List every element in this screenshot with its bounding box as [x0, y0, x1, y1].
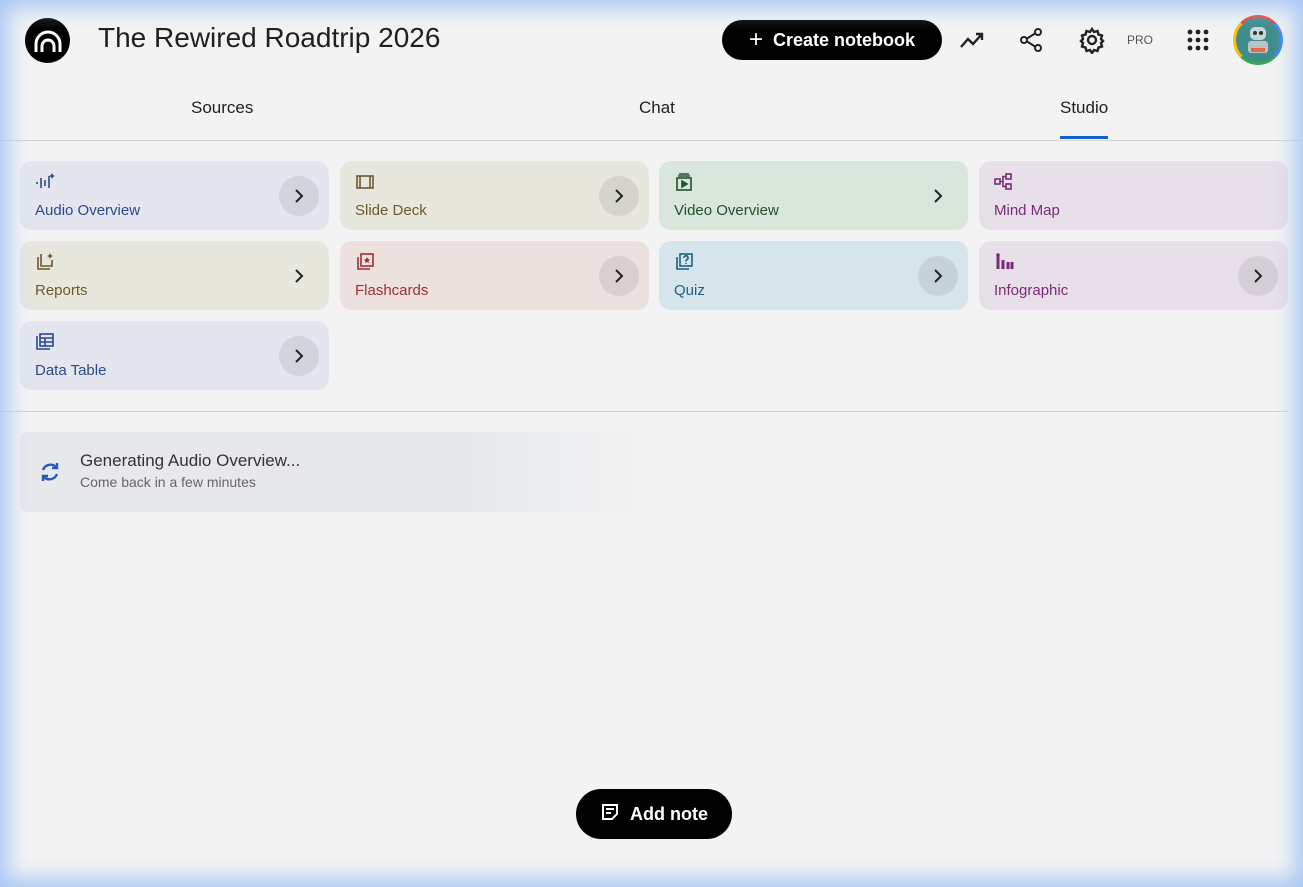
- tab-studio[interactable]: Studio: [1060, 98, 1109, 139]
- studio-card-label: Audio Overview: [35, 202, 141, 219]
- notebooklm-logo[interactable]: [25, 18, 70, 63]
- chevron-right-icon[interactable]: [279, 336, 319, 376]
- studio-card-audio-overview[interactable]: Audio Overview: [20, 161, 329, 230]
- share-icon[interactable]: [1015, 24, 1047, 56]
- video-icon: [674, 172, 694, 192]
- mind-map-icon: [994, 172, 1014, 192]
- studio-card-label: Mind Map: [994, 202, 1060, 219]
- chevron-right-icon[interactable]: [599, 256, 639, 296]
- studio-card-reports[interactable]: Reports: [20, 241, 329, 310]
- studio-card-label: Slide Deck: [355, 202, 427, 219]
- chevron-right-icon[interactable]: [1238, 256, 1278, 296]
- chevron-right-icon[interactable]: [918, 256, 958, 296]
- studio-card-flashcards[interactable]: Flashcards: [340, 241, 649, 310]
- plus-icon: +: [748, 26, 763, 53]
- studio-card-video-overview[interactable]: Video Overview: [659, 161, 968, 230]
- chevron-right-icon[interactable]: [599, 176, 639, 216]
- note-icon: [600, 802, 620, 827]
- generating-title: Generating Audio Overview...: [80, 451, 301, 470]
- studio-card-data-table[interactable]: Data Table: [20, 321, 329, 390]
- infographic-icon: [994, 252, 1014, 272]
- studio-card-label: Data Table: [35, 362, 107, 379]
- divider: [0, 411, 1288, 412]
- panel-tabs: Sources Chat Studio: [0, 88, 1303, 141]
- audio-waveform-sparkle-icon: [35, 172, 55, 192]
- tab-sources[interactable]: Sources: [191, 98, 254, 117]
- studio-card-quiz[interactable]: Quiz: [659, 241, 968, 310]
- apps-grid-icon[interactable]: [1182, 24, 1214, 56]
- quiz-icon: [674, 252, 694, 272]
- generating-audio-overview-item: Generating Audio Overview... Come back i…: [20, 432, 660, 512]
- flashcards-icon: [355, 252, 375, 272]
- studio-card-label: Flashcards: [355, 282, 429, 299]
- slides-icon: [355, 172, 375, 192]
- studio-card-slide-deck[interactable]: Slide Deck: [340, 161, 649, 230]
- account-avatar[interactable]: [1233, 15, 1283, 65]
- chevron-right-icon[interactable]: [279, 176, 319, 216]
- studio-card-infographic[interactable]: Infographic: [979, 241, 1288, 310]
- chevron-right-icon[interactable]: [279, 256, 319, 296]
- analytics-trending-icon[interactable]: [956, 24, 988, 56]
- studio-card-mind-map[interactable]: Mind Map: [979, 161, 1288, 230]
- reports-icon: [35, 252, 55, 272]
- settings-gear-icon[interactable]: [1076, 24, 1108, 56]
- notebook-title[interactable]: The Rewired Roadtrip 2026: [98, 22, 441, 53]
- studio-card-label: Video Overview: [674, 202, 779, 219]
- generating-subtitle: Come back in a few minutes: [80, 474, 256, 490]
- table-icon: [35, 332, 55, 352]
- sync-icon: [38, 460, 62, 489]
- studio-card-label: Reports: [35, 282, 88, 299]
- tab-chat[interactable]: Chat: [639, 98, 675, 117]
- chevron-right-icon[interactable]: [918, 176, 958, 216]
- add-note-button[interactable]: Add note: [576, 789, 732, 839]
- pro-badge: PRO: [1127, 33, 1154, 47]
- studio-card-label: Infographic: [994, 282, 1069, 299]
- studio-card-label: Quiz: [674, 282, 705, 299]
- create-notebook-button[interactable]: + Create notebook: [722, 20, 942, 60]
